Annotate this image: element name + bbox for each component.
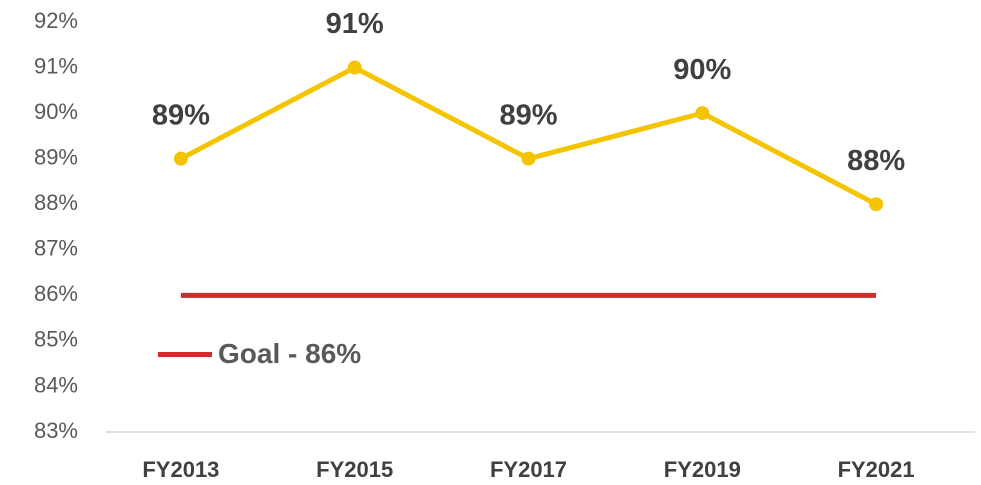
y-tick-label: 85% — [34, 327, 78, 352]
y-tick-label: 88% — [34, 190, 78, 215]
y-tick-label: 90% — [34, 99, 78, 124]
y-tick-label: 91% — [34, 53, 78, 78]
data-label: 88% — [847, 145, 905, 177]
y-tick-label: 83% — [34, 418, 78, 443]
series-line — [179, 65, 878, 207]
data-label: 89% — [152, 99, 210, 131]
y-tick-label: 92% — [34, 8, 78, 33]
data-point — [521, 151, 536, 166]
data-point — [869, 197, 884, 212]
legend-label: Goal - 86% — [218, 338, 361, 369]
data-point — [347, 60, 362, 75]
x-tick-label: FY2021 — [838, 457, 915, 482]
data-label: 90% — [673, 54, 731, 86]
data-point — [173, 151, 188, 166]
y-tick-label: 86% — [34, 281, 78, 306]
data-label: 91% — [326, 8, 384, 40]
x-tick-label: FY2019 — [664, 457, 741, 482]
y-tick-label: 87% — [34, 236, 78, 261]
x-tick-label: FY2017 — [490, 457, 567, 482]
data-point — [695, 106, 710, 121]
x-tick-label: FY2015 — [316, 457, 393, 482]
x-tick-label: FY2013 — [142, 457, 219, 482]
y-tick-label: 84% — [34, 372, 78, 397]
data-label: 89% — [499, 99, 557, 131]
y-tick-label: 89% — [34, 144, 78, 169]
